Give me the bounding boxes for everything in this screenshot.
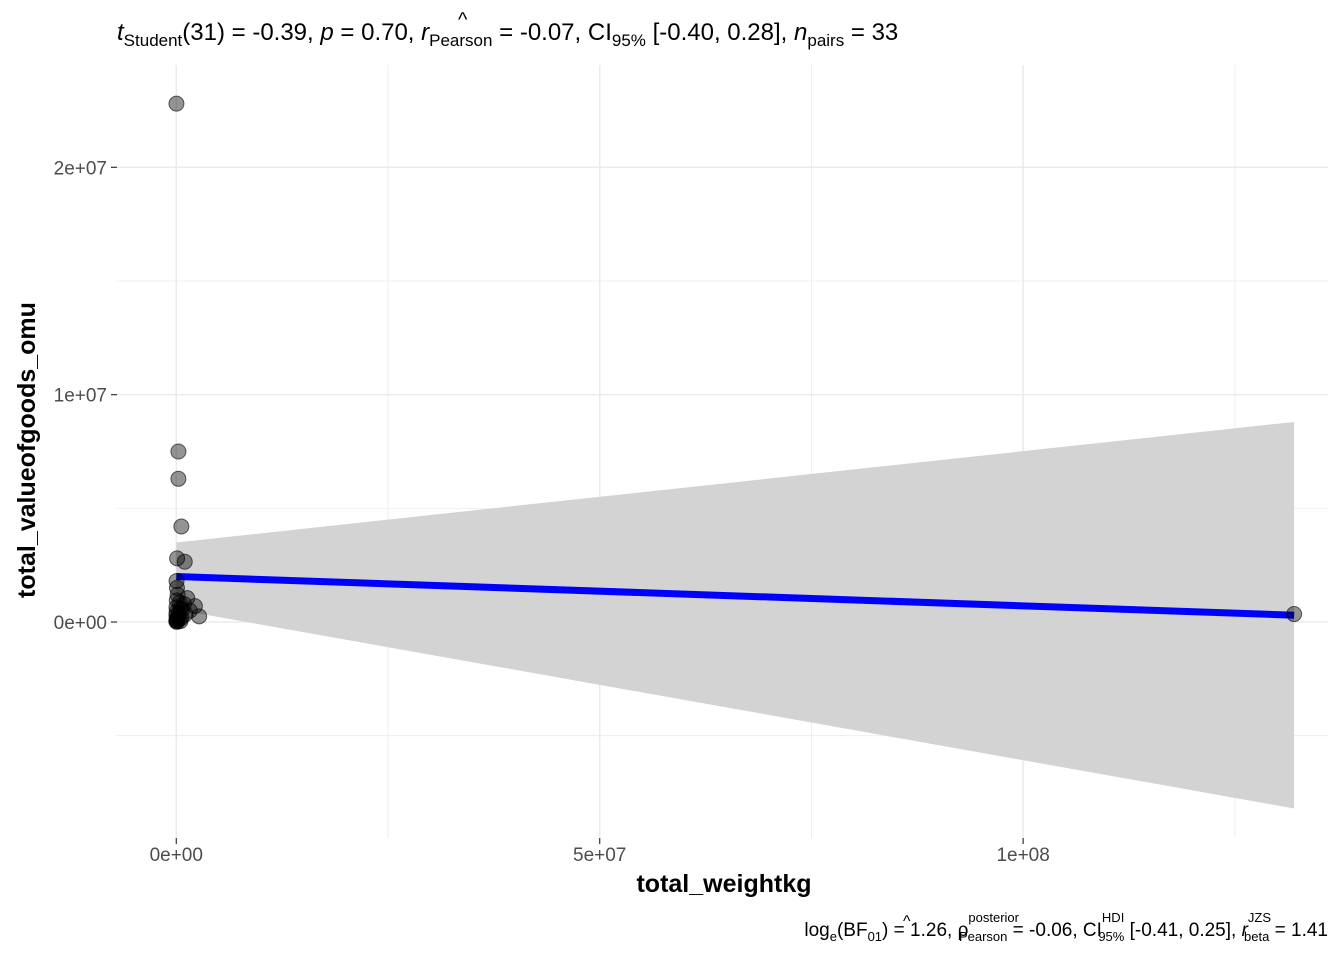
n-subscript: pairs (807, 31, 844, 50)
data-point (176, 553, 193, 570)
r-equals: = (492, 19, 519, 46)
confidence-band (176, 421, 1295, 809)
r-beta-symbol: r (1242, 920, 1249, 941)
n-equals: = (844, 19, 871, 46)
points-layer (168, 95, 1303, 630)
log-text: log (804, 920, 829, 941)
data-point (173, 518, 190, 535)
df-value: (31) (182, 19, 225, 46)
t-equals: = (225, 19, 252, 46)
t-value: -0.39, (252, 19, 320, 46)
data-point (1286, 606, 1303, 623)
hdi-superscript: HDI (1102, 910, 1124, 925)
bf-open: (BF (837, 920, 868, 941)
confidence-band-layer (176, 421, 1295, 809)
data-point (170, 443, 187, 460)
p-symbol: p (319, 19, 333, 46)
log-subscript: e (830, 929, 837, 944)
data-point (191, 608, 208, 625)
regression-line (176, 573, 1295, 619)
x-tick-label: 0e+00 (150, 845, 203, 866)
x-axis-title: total_weightkg (636, 870, 811, 898)
x-tick-label: 1e+08 (996, 845, 1049, 866)
y-tick-label: 0e+00 (54, 613, 107, 634)
jzs-superscript: JZS (1248, 910, 1271, 925)
rho-hat-accent: ^ (903, 913, 911, 930)
data-point (168, 573, 185, 590)
rho-value: = -0.06, CI (1007, 920, 1102, 941)
n-symbol: n (794, 19, 807, 46)
rho-symbol: ρ (958, 920, 969, 941)
hdi-subscript: 95% (1098, 929, 1124, 944)
ci-value: [-0.40, 0.28], (646, 19, 794, 46)
x-tick-label: 5e+07 (573, 845, 626, 866)
n-value: 33 (872, 19, 899, 46)
y-tick-label: 1e+07 (54, 386, 107, 407)
y-axis-title: total_valueofgoods_omu (13, 302, 41, 598)
axis-ticks: 0e+00 1e+07 2e+07 0e+00 5e+07 1e+08 (54, 158, 1050, 866)
t-subscript: Student (124, 31, 183, 50)
ci-subscript: 95% (612, 31, 646, 50)
r-beta-value: = 1.41 (1269, 920, 1328, 941)
bf-value: ) = 1.26, (882, 920, 958, 941)
chart-subtitle: tStudent(31) = -0.39, p = 0.70, rPearson… (117, 19, 898, 50)
hdi-value: [-0.41, 0.25], (1124, 920, 1241, 941)
t-symbol: t (117, 19, 125, 46)
bf-subscript: 01 (868, 929, 882, 944)
p-value: 0.70, (361, 19, 421, 46)
data-point (168, 95, 185, 112)
r-subscript: Pearson (429, 31, 492, 50)
rho-superscript: posterior (968, 910, 1019, 925)
rho-subscript: Pearson (959, 929, 1007, 944)
y-tick-label: 2e+07 (54, 158, 107, 179)
data-point (169, 613, 186, 630)
chart-caption: loge(BF01) = 1.26, ρposterior Pearson = -… (804, 910, 1328, 944)
p-equals: = (334, 19, 361, 46)
r-hat-accent: ^ (458, 9, 468, 31)
regression-line-layer (176, 573, 1295, 619)
data-point (169, 550, 186, 567)
r-symbol: r (421, 19, 430, 46)
r-value: -0.07, CI (520, 19, 612, 46)
data-point (170, 470, 187, 487)
beta-subscript: beta (1244, 929, 1270, 944)
